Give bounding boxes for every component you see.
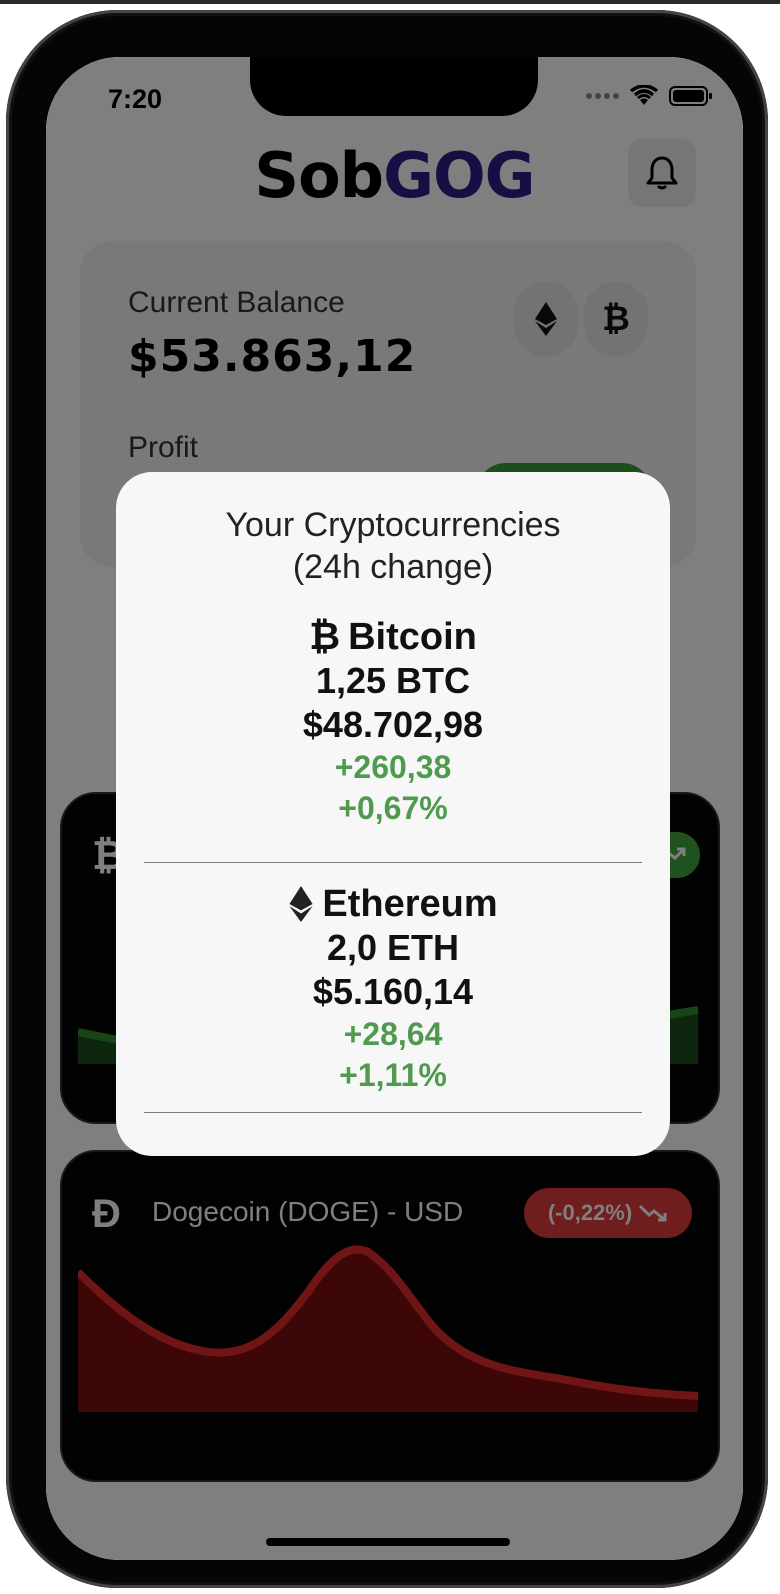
- modal-title-line1: Your Cryptocurrencies: [225, 506, 561, 544]
- coin-name-row: Ethereum: [116, 882, 670, 926]
- ethereum-icon: [289, 886, 313, 922]
- coin-value: $5.160,14: [312, 971, 474, 1012]
- crypto-summary-modal: Your Cryptocurrencies (24h change) ₿ Bit…: [116, 472, 670, 1156]
- desktop-top-bar: [0, 0, 780, 4]
- coin-change: +260,38: [334, 749, 452, 785]
- phone-screen: 7:20 SobGOG Current Balance $53.863,12 ₿…: [46, 57, 743, 1560]
- divider: [144, 862, 642, 863]
- coin-name-row: ₿ Bitcoin: [116, 615, 670, 659]
- coin-value: $48.702,98: [302, 704, 484, 745]
- bitcoin-icon: ₿: [309, 616, 341, 658]
- coin-name: Bitcoin: [348, 616, 477, 658]
- coin-amount: 2,0 ETH: [326, 927, 460, 968]
- coin-change-percent: +1,11%: [339, 1057, 447, 1093]
- coin-change: +28,64: [343, 1016, 443, 1052]
- modal-title-line2: (24h change): [292, 548, 494, 586]
- divider: [144, 1112, 642, 1113]
- coin-name: Ethereum: [322, 883, 498, 925]
- coin-amount: 1,25 BTC: [315, 660, 471, 701]
- home-indicator[interactable]: [266, 1538, 510, 1546]
- modal-title: Your Cryptocurrencies (24h change): [116, 504, 670, 588]
- coin-entry-ethereum: Ethereum 2,0 ETH $5.160,14 +28,64 +1,11%: [116, 882, 670, 1096]
- coin-change-percent: +0,67%: [338, 790, 448, 826]
- app-background: 7:20 SobGOG Current Balance $53.863,12 ₿…: [46, 57, 743, 1560]
- coin-entry-bitcoin: ₿ Bitcoin 1,25 BTC $48.702,98 +260,38 +0…: [116, 615, 670, 829]
- phone-frame: 7:20 SobGOG Current Balance $53.863,12 ₿…: [6, 10, 768, 1588]
